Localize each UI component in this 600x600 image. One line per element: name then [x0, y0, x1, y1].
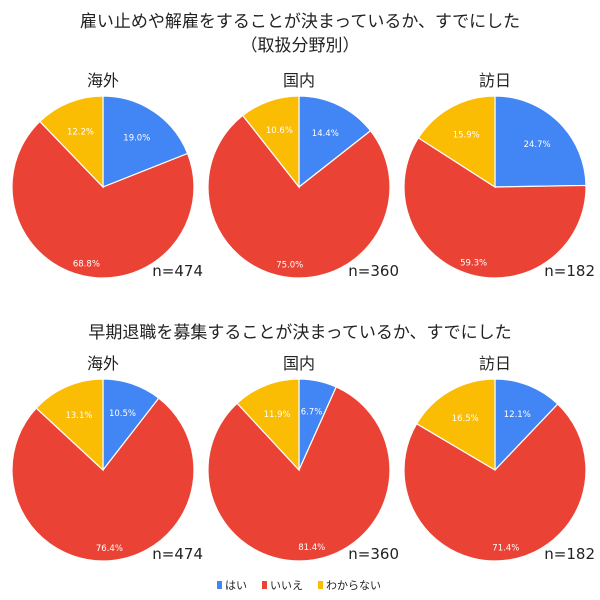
pies-layer: 海外 19.0% 68.8% 12.2% n=474 国内 14.4% 75.0% 10.6% n…: [11, 71, 595, 563]
chart-title-1: 雇い止めや解雇をすることが決まっているか、すでにした: [80, 12, 520, 32]
slice-value-label: 10.6%: [266, 126, 293, 136]
legend-swatch: [262, 581, 267, 589]
slice-value-label: 12.1%: [504, 410, 531, 420]
chart-title-2: 早期退職を募集することが決まっているか、すでにした: [88, 323, 511, 343]
pie-label: 国内: [283, 354, 315, 373]
pie-1-1: 海外 19.0% 68.8% 12.2% n=474: [11, 71, 203, 280]
slice-value-label: 75.0%: [276, 261, 303, 271]
legend-label: わからない: [326, 579, 381, 592]
pie-slice-no: [207, 114, 391, 279]
legend-label: はい: [225, 579, 247, 592]
pie-label: 国内: [283, 71, 315, 90]
pie-slice-yes: [298, 95, 372, 189]
slice-value-label: 13.1%: [65, 411, 92, 421]
pie-slice-unknown: [415, 378, 496, 472]
slice-value-label: 10.5%: [109, 409, 136, 419]
chart-subtitle-1: （取扱分野別）: [241, 36, 360, 56]
pie-slice-unknown: [236, 378, 300, 472]
pie-label: 海外: [87, 354, 119, 373]
sample-size-label: n=360: [348, 545, 399, 563]
slice-value-label: 6.7%: [301, 407, 323, 417]
sample-size-label: n=182: [544, 262, 595, 280]
sample-size-label: n=474: [152, 262, 203, 280]
pie-slice-yes: [494, 95, 587, 188]
pie-slice-unknown: [417, 95, 496, 189]
slice-value-label: 14.4%: [312, 129, 339, 139]
legend-swatch: [217, 581, 222, 589]
slice-value-label: 12.2%: [67, 127, 94, 137]
pie-label: 海外: [87, 71, 119, 90]
pie-slice-yes: [102, 95, 189, 188]
pie-slice-no: [207, 386, 391, 562]
pie-2-1: 海外 10.5% 76.4% 13.1% n=474: [11, 354, 203, 563]
slice-value-label: 11.9%: [264, 410, 291, 420]
pie-1-3: 訪日 24.7% 59.3% 15.9% n=182: [403, 71, 595, 280]
pie-slice-no: [11, 120, 195, 279]
pie-slice-unknown: [39, 95, 104, 189]
slice-value-label: 71.4%: [492, 544, 519, 554]
pie-2-2: 国内 6.7% 81.4% 11.9% n=360: [207, 354, 399, 563]
legend-item: はい: [217, 579, 247, 592]
legend: はい いいえ わからない: [217, 579, 381, 592]
pie-label: 訪日: [479, 354, 511, 373]
slice-value-label: 24.7%: [524, 140, 551, 150]
sample-size-label: n=182: [544, 545, 595, 563]
slice-value-label: 19.0%: [123, 133, 150, 143]
pie-2-3: 訪日 12.1% 71.4% 16.5% n=182: [403, 354, 595, 563]
pie-slice-no: [403, 137, 587, 279]
sample-size-label: n=474: [152, 545, 203, 563]
slice-value-label: 59.3%: [460, 258, 487, 268]
pie-1-2: 国内 14.4% 75.0% 10.6% n=360: [207, 71, 399, 280]
pie-slice-unknown: [35, 378, 104, 472]
legend-item: わからない: [318, 579, 381, 592]
slice-value-label: 68.8%: [73, 260, 100, 270]
pie-slice-yes: [494, 378, 559, 472]
legend-item: いいえ: [262, 579, 303, 592]
pie-label: 訪日: [479, 71, 511, 90]
legend-swatch: [318, 581, 323, 589]
slice-value-label: 81.4%: [298, 543, 325, 553]
slice-value-label: 15.9%: [453, 130, 480, 140]
pie-slice-unknown: [241, 95, 300, 189]
sample-size-label: n=360: [348, 262, 399, 280]
legend-label: いいえ: [270, 579, 303, 592]
slice-value-label: 16.5%: [452, 414, 479, 424]
slice-value-label: 76.4%: [96, 544, 123, 554]
pie-slice-no: [11, 397, 195, 562]
